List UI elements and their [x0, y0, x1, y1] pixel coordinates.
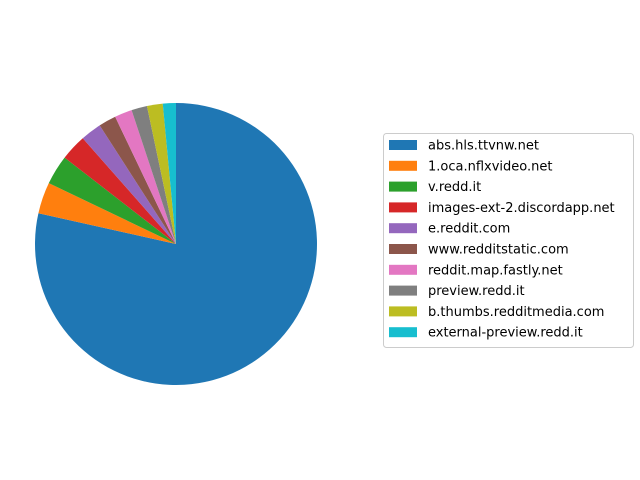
- legend-swatch-6: [389, 265, 417, 275]
- legend-label-6: reddit.map.fastly.net: [428, 263, 563, 278]
- pie-slices: [35, 103, 317, 385]
- legend: abs.hls.ttvnw.net 1.oca.nflxvideo.net v.re…: [384, 134, 634, 348]
- legend-swatch-5: [389, 244, 417, 254]
- legend-swatch-8: [389, 306, 417, 316]
- legend-swatch-7: [389, 286, 417, 296]
- legend-label-7: preview.redd.it: [428, 284, 525, 299]
- legend-label-2: v.redd.it: [428, 180, 481, 195]
- legend-label-8: b.thumbs.redditmedia.com: [428, 305, 604, 320]
- legend-swatch-2: [389, 182, 417, 192]
- legend-swatch-4: [389, 223, 417, 233]
- legend-label-0: abs.hls.ttvnw.net: [428, 139, 539, 154]
- legend-label-5: www.redditstatic.com: [428, 243, 569, 258]
- legend-swatch-0: [389, 140, 417, 150]
- legend-label-3: images-ext-2.discordapp.net: [428, 201, 615, 216]
- legend-label-9: external-preview.redd.it: [428, 326, 583, 341]
- legend-swatch-3: [389, 202, 417, 212]
- legend-swatch-9: [389, 327, 417, 337]
- legend-swatch-1: [389, 161, 417, 171]
- legend-label-4: e.reddit.com: [428, 222, 510, 237]
- legend-label-1: 1.oca.nflxvideo.net: [428, 159, 552, 174]
